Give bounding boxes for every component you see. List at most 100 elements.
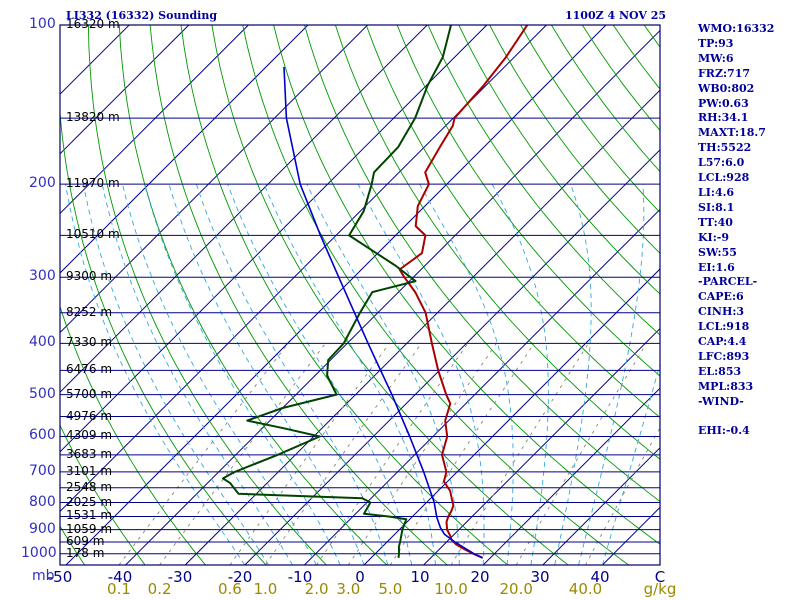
- dry-adiabat-line: [365, 25, 660, 419]
- stat-item: -PARCEL-: [698, 275, 758, 289]
- isotherm-line: [184, 89, 660, 565]
- mixing-ratio-tick-label: 0.2: [147, 580, 172, 598]
- dry-adiabat-line: [489, 25, 660, 254]
- moist-adiabat-line: [357, 183, 485, 565]
- pressure-tick-label: 800: [29, 493, 56, 510]
- isotherm-line: [423, 327, 660, 565]
- dry-adiabat-line: [0, 25, 24, 565]
- height-label: 4976 m: [66, 408, 113, 423]
- mixing-ratio-tick-label: 3.0: [336, 580, 361, 598]
- plot-background: [60, 25, 660, 565]
- dry-adiabat-line: [273, 25, 660, 545]
- mixing-ratio-tick-label: 20.0: [499, 580, 533, 598]
- thermodynamic-grid: [0, 25, 660, 565]
- plot-border: [59, 24, 661, 566]
- mixing-ratio-tick-label: 0.6: [217, 580, 242, 598]
- stat-item: L57:6.0: [698, 156, 745, 170]
- pressure-tick-label: 1000: [21, 544, 57, 561]
- height-label: 3101 m: [66, 463, 113, 478]
- dry-adiabat-line: [149, 25, 448, 565]
- stat-item: CINH:3: [698, 305, 745, 319]
- isotherm-line: [60, 25, 190, 155]
- chart-timestamp: 1100Z 4 NOV 25: [565, 9, 667, 22]
- dry-adiabat-line: [118, 25, 388, 565]
- moist-adiabat-line: [491, 183, 549, 565]
- temperature-tick-label: -20: [227, 568, 253, 586]
- isotherm-line: [542, 447, 660, 565]
- mixing-ratio-tick-label: 10.0: [434, 580, 468, 598]
- moist-adiabat-line: [578, 184, 645, 565]
- isotherm-line: [125, 29, 660, 565]
- stat-item: MAXT:18.7: [698, 126, 766, 140]
- isotherm-line: [60, 25, 249, 215]
- stat-item: RH:34.1: [698, 111, 749, 125]
- height-label: 1531 m: [66, 508, 113, 523]
- stat-item: CAPE:6: [698, 290, 744, 304]
- pressure-tick-label: 600: [29, 427, 56, 444]
- dry-adiabat-line: [427, 25, 660, 336]
- isotherm-line: [244, 149, 660, 565]
- height-label: 6476 m: [66, 362, 113, 377]
- stat-item: LI:4.6: [698, 185, 735, 199]
- stability-indices-panel: WMO:16332 TP:93 MW:6 FRZ:717 WB0:802 PW:0.63 R…: [698, 22, 798, 439]
- stat-item: WMO:16332: [698, 22, 775, 35]
- temperature-tick-label: -10: [287, 568, 313, 586]
- dry-adiabat-line: [60, 525, 86, 565]
- height-label: 7330 m: [66, 335, 113, 350]
- temperature-tick-label: -40: [107, 568, 133, 586]
- sounding-profiles: [222, 25, 529, 559]
- mixing-ratio-line: [118, 343, 289, 565]
- mixing-ratio-tick-label: 40.0: [568, 580, 603, 598]
- isotherm-line: [65, 25, 607, 565]
- height-label: 16320 m: [66, 17, 120, 31]
- mixing-ratio-line: [159, 343, 326, 565]
- mixing-ratio-tick-label: 1.0: [253, 580, 278, 598]
- height-label: 178 m: [66, 545, 105, 560]
- pressure-unit-label: mb: [32, 568, 55, 584]
- isotherm-line: [482, 387, 660, 565]
- stat-item: TP:93: [698, 36, 734, 50]
- temperature-profile-line: [398, 25, 529, 559]
- moist-adiabat-line: [122, 184, 317, 565]
- pressure-tick-label: 500: [29, 385, 56, 402]
- dry-adiabat-line: [87, 25, 327, 565]
- height-label: 1059 m: [66, 521, 113, 536]
- isotherm-line: [60, 25, 368, 334]
- stat-item: KI:-9: [698, 230, 729, 244]
- height-label: 3683 m: [66, 446, 113, 461]
- dry-adiabat-line: [60, 305, 206, 565]
- pressure-tick-label: 900: [29, 520, 56, 537]
- temperature-tick-label: 20: [470, 568, 490, 586]
- moist-adiabat-line: [263, 184, 436, 565]
- stat-item: TH:5522: [698, 141, 752, 155]
- temperature-tick-label: -50: [47, 568, 73, 586]
- moist-adiabat-line: [195, 184, 389, 565]
- moist-adiabat-line: [306, 184, 460, 565]
- isotherm-line: [60, 25, 309, 274]
- height-label: 5700 m: [66, 386, 113, 401]
- height-label: 9300 m: [66, 269, 113, 284]
- stat-item: CAP:4.4: [698, 335, 747, 349]
- stat-item: MPL:833: [698, 379, 754, 393]
- temperature-tick-label: 0: [355, 568, 365, 586]
- mixing-ratio-tick-label: 0.1: [107, 580, 131, 598]
- dry-adiabat-line: [60, 424, 146, 565]
- moist-adiabat-line: [101, 184, 293, 565]
- height-label: 4309 m: [66, 428, 113, 443]
- plot-area: [60, 25, 660, 565]
- stat-item: WB0:802: [698, 81, 755, 95]
- stat-item: SI:8.1: [698, 200, 735, 214]
- chart-title: LI332 (16332) Sounding: [66, 9, 218, 22]
- moist-adiabat-line: [82, 184, 269, 565]
- mixing-ratio-line: [585, 426, 660, 565]
- stat-item: LFC:893: [698, 349, 750, 363]
- height-label: 11970 m: [66, 176, 120, 191]
- mixing-unit-label: g/kg: [643, 580, 677, 598]
- mixing-ratio-line: [316, 343, 469, 565]
- dewpoint-profile-line: [222, 25, 452, 559]
- moist-adiabat-line: [227, 184, 413, 565]
- height-label: 8252 m: [66, 304, 113, 319]
- dry-adiabat-line: [60, 107, 267, 565]
- plot-frame: [59, 24, 661, 566]
